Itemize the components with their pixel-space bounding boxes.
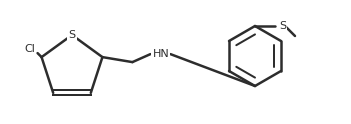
Text: Cl: Cl <box>24 44 35 54</box>
Text: HN: HN <box>152 49 169 59</box>
Text: S: S <box>279 21 286 31</box>
Text: S: S <box>68 30 75 40</box>
